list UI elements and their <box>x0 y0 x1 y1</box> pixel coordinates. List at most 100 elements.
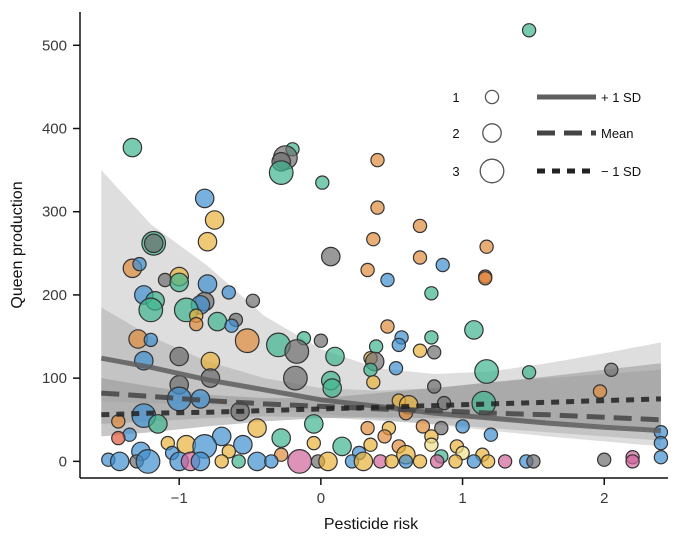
data-point <box>264 454 279 469</box>
data-point <box>427 345 442 360</box>
data-point <box>412 454 428 469</box>
data-point <box>169 272 189 293</box>
regression-lines <box>100 355 662 434</box>
data-point <box>169 346 189 367</box>
legend-line-label: − 1 SD <box>601 164 641 179</box>
data-point <box>424 330 439 345</box>
data-point <box>604 362 619 377</box>
data-point <box>427 379 442 394</box>
data-point <box>318 451 338 472</box>
data-point <box>429 454 445 469</box>
data-point <box>466 454 482 469</box>
legend-size-label: 3 <box>452 164 459 179</box>
scatter-points <box>101 23 669 474</box>
data-point <box>234 328 260 354</box>
data-point <box>360 420 375 436</box>
data-point <box>412 218 428 234</box>
data-point <box>592 384 608 399</box>
data-point <box>370 152 385 168</box>
data-point <box>464 320 484 340</box>
data-point <box>268 160 294 186</box>
data-point <box>370 200 385 215</box>
data-point <box>480 454 496 469</box>
data-point <box>380 319 395 334</box>
axes: −1 0 1 2 0 100 200 300 400 500 <box>42 12 668 507</box>
data-point <box>412 250 428 265</box>
y-tick-label: 300 <box>42 204 67 221</box>
data-point <box>521 23 537 38</box>
x-tick-label: 1 <box>458 490 466 507</box>
data-point <box>653 450 669 465</box>
data-point <box>412 343 428 358</box>
data-point <box>231 454 246 469</box>
data-point <box>284 339 310 364</box>
data-point <box>190 451 211 472</box>
data-point <box>274 447 289 462</box>
fit-line-3 <box>101 396 661 418</box>
data-point <box>388 361 404 376</box>
legend-size-circle <box>482 123 502 143</box>
x-tick-label: 2 <box>600 490 608 507</box>
data-point <box>306 435 321 451</box>
data-point <box>211 426 232 447</box>
data-point <box>245 293 261 308</box>
data-point <box>363 437 378 452</box>
y-tick-label: 400 <box>42 121 67 138</box>
data-point <box>247 418 267 438</box>
data-point <box>143 332 158 348</box>
data-point <box>138 297 164 323</box>
y-tick-label: 500 <box>42 37 67 54</box>
data-point <box>625 454 640 469</box>
y-tick-label: 0 <box>59 453 67 470</box>
data-point <box>132 256 147 272</box>
data-point <box>197 274 218 294</box>
legend: 1 2 3 + 1 SD Mean − 1 SD <box>452 89 641 184</box>
legend-size-circle <box>479 158 505 184</box>
data-point <box>221 444 236 459</box>
data-point <box>157 272 173 288</box>
data-point <box>435 257 450 273</box>
data-point <box>332 436 352 457</box>
data-point <box>424 286 439 301</box>
data-point <box>653 435 669 451</box>
data-point <box>303 414 324 434</box>
data-point <box>521 365 537 380</box>
data-point <box>111 414 126 429</box>
data-point <box>315 175 330 190</box>
legend-size-label: 2 <box>452 126 459 141</box>
data-point <box>247 451 267 472</box>
data-point <box>398 454 414 469</box>
data-point <box>380 272 395 288</box>
data-point <box>287 449 313 474</box>
legend-line-label: Mean <box>601 126 634 141</box>
data-point <box>448 454 463 469</box>
data-point <box>194 188 215 209</box>
data-point <box>455 419 470 434</box>
data-point <box>271 428 291 448</box>
data-point <box>366 231 381 247</box>
data-point <box>434 420 449 436</box>
data-point <box>325 346 345 367</box>
data-point <box>188 316 204 332</box>
data-point <box>415 419 431 434</box>
data-point <box>360 262 375 278</box>
data-point <box>197 231 218 252</box>
data-point <box>478 271 493 286</box>
data-point <box>283 365 308 391</box>
data-point <box>135 449 161 474</box>
legend-line-label: + 1 SD <box>601 90 641 105</box>
data-point <box>214 454 229 469</box>
data-point <box>597 452 612 467</box>
data-point <box>377 429 392 444</box>
data-point <box>148 414 168 434</box>
y-tick-label: 200 <box>42 287 67 304</box>
legend-size-circle <box>484 89 500 105</box>
data-point <box>233 434 253 455</box>
data-point <box>143 233 164 254</box>
data-point <box>483 427 499 442</box>
data-point <box>111 430 126 446</box>
legend-size-label: 1 <box>452 90 459 105</box>
data-point <box>221 285 236 300</box>
data-point <box>313 333 329 348</box>
data-point <box>204 210 225 230</box>
